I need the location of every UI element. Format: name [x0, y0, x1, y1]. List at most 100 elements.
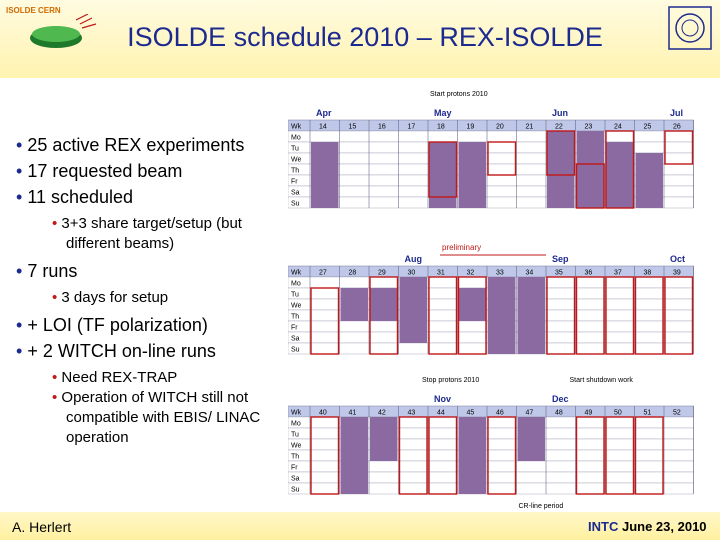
scheduled-run-outline — [457, 276, 487, 355]
bullet-marker: • — [16, 187, 28, 207]
bullet-text: Operation of WITCH still not compatible … — [61, 389, 261, 446]
day-label: Mo — [291, 135, 301, 142]
bullet-text: 7 runs — [27, 261, 78, 281]
week-number: 15 — [349, 124, 357, 131]
bullet-marker: • — [16, 315, 28, 335]
day-row — [287, 130, 694, 143]
day-label: Mo — [291, 281, 301, 288]
scheduled-run-outline — [398, 416, 428, 495]
week-number: 41 — [349, 410, 357, 417]
run-block — [370, 417, 398, 461]
week-number: 45 — [467, 410, 475, 417]
bullet-marker: • — [16, 135, 28, 155]
run-block — [340, 417, 368, 494]
week-number: 37 — [614, 270, 622, 277]
bullet-marker: • — [52, 215, 62, 232]
week-number: 17 — [408, 124, 416, 131]
scheduled-run-outline — [664, 276, 694, 355]
day-label: Mo — [291, 421, 301, 428]
week-number: 20 — [496, 124, 504, 131]
week-number: 52 — [673, 410, 681, 417]
run-block — [458, 417, 486, 494]
month-label: Sep — [552, 254, 569, 264]
month-label: Apr — [316, 108, 332, 118]
week-number: 50 — [614, 410, 622, 417]
week-number: 43 — [408, 410, 416, 417]
day-label: Sa — [291, 190, 300, 197]
footer-author: A. Herlert — [12, 519, 72, 535]
day-label: Sa — [291, 336, 300, 343]
run-block — [517, 277, 545, 354]
week-number: 28 — [349, 270, 357, 277]
month-label: Dec — [552, 394, 569, 404]
bullet-list: • 25 active REX experiments • 17 requeste… — [14, 132, 284, 448]
run-block — [606, 142, 634, 208]
day-label: Th — [291, 454, 299, 461]
bullet-text: + LOI (TF polarization) — [27, 315, 208, 335]
week-label: Wk — [291, 270, 302, 277]
week-number: 29 — [378, 270, 386, 277]
scheduled-run-outline — [664, 130, 694, 165]
bullet-marker: • — [52, 369, 62, 386]
day-label: Fr — [291, 179, 298, 186]
bullet-item: • + 2 WITCH on-line runs — [14, 338, 284, 364]
run-block — [576, 131, 604, 208]
week-number: 44 — [437, 410, 445, 417]
bullet-item: • Operation of WITCH still not compatibl… — [14, 388, 284, 448]
week-number: 36 — [585, 270, 593, 277]
bullet-text: Need REX-TRAP — [61, 369, 178, 386]
run-block — [458, 142, 486, 208]
run-block — [635, 153, 663, 208]
week-number: 42 — [378, 410, 386, 417]
footer-date: June 23, 2010 — [621, 519, 707, 534]
week-number: 26 — [673, 124, 681, 131]
bullet-text: 11 scheduled — [27, 187, 134, 207]
week-number: 39 — [673, 270, 681, 277]
isolde-logo-text: ISOLDE CERN — [6, 6, 61, 15]
week-number: 33 — [496, 270, 504, 277]
week-number: 14 — [319, 124, 327, 131]
day-label: We — [291, 443, 301, 450]
footer-org: INTC — [588, 519, 619, 534]
isolde-logo-graphic — [30, 14, 97, 48]
run-block — [370, 288, 398, 321]
month-label: Oct — [670, 254, 685, 264]
schedule-annotation: Start protons 2010 — [430, 91, 488, 98]
week-number: 21 — [526, 124, 534, 131]
week-number: 38 — [644, 270, 652, 277]
scheduled-run-outline — [634, 276, 664, 355]
week-number: 18 — [437, 124, 445, 131]
run-block — [517, 417, 545, 461]
day-label: Fr — [291, 465, 298, 472]
bullet-marker: • — [52, 289, 62, 306]
day-label: Th — [291, 168, 299, 175]
page-title: ISOLDE schedule 2010 – REX-ISOLDE — [127, 22, 603, 52]
header-band — [0, 0, 720, 78]
schedule-grid: Apr May Jun Jul Wk 14 15 16 17 18 19 20 21 22 23 24 25 26… — [287, 91, 694, 510]
scheduled-run-outline — [310, 287, 340, 355]
scheduled-run-outline — [546, 276, 576, 355]
scheduled-run-outline — [605, 416, 635, 495]
bullet-marker: • — [16, 161, 28, 181]
week-number: 19 — [467, 124, 475, 131]
bullet-text: 25 active REX experiments — [27, 135, 245, 155]
scheduled-run-outline — [575, 163, 605, 209]
week-number: 48 — [555, 410, 563, 417]
bullet-text: 3+3 share target/setup (but different be… — [61, 215, 242, 252]
week-number: 22 — [555, 124, 563, 131]
day-label: Tu — [291, 432, 299, 439]
week-label: Wk — [291, 410, 302, 417]
day-label: We — [291, 157, 301, 164]
week-number: 23 — [585, 124, 593, 131]
scheduled-run-outline — [575, 276, 605, 355]
run-block — [547, 131, 575, 208]
week-number: 24 — [614, 124, 622, 131]
cern-logo — [668, 6, 712, 50]
bullet-marker: • — [16, 341, 28, 361]
month-label: Jun — [552, 108, 568, 118]
week-label: Wk — [291, 124, 302, 131]
bullet-marker: • — [52, 389, 62, 406]
day-label: Th — [291, 314, 299, 321]
week-number: 40 — [319, 410, 327, 417]
schedule-area: Apr May Jun Jul Wk 14 15 16 17 18 19 20 21 22 23 24 25 26… — [287, 86, 716, 510]
